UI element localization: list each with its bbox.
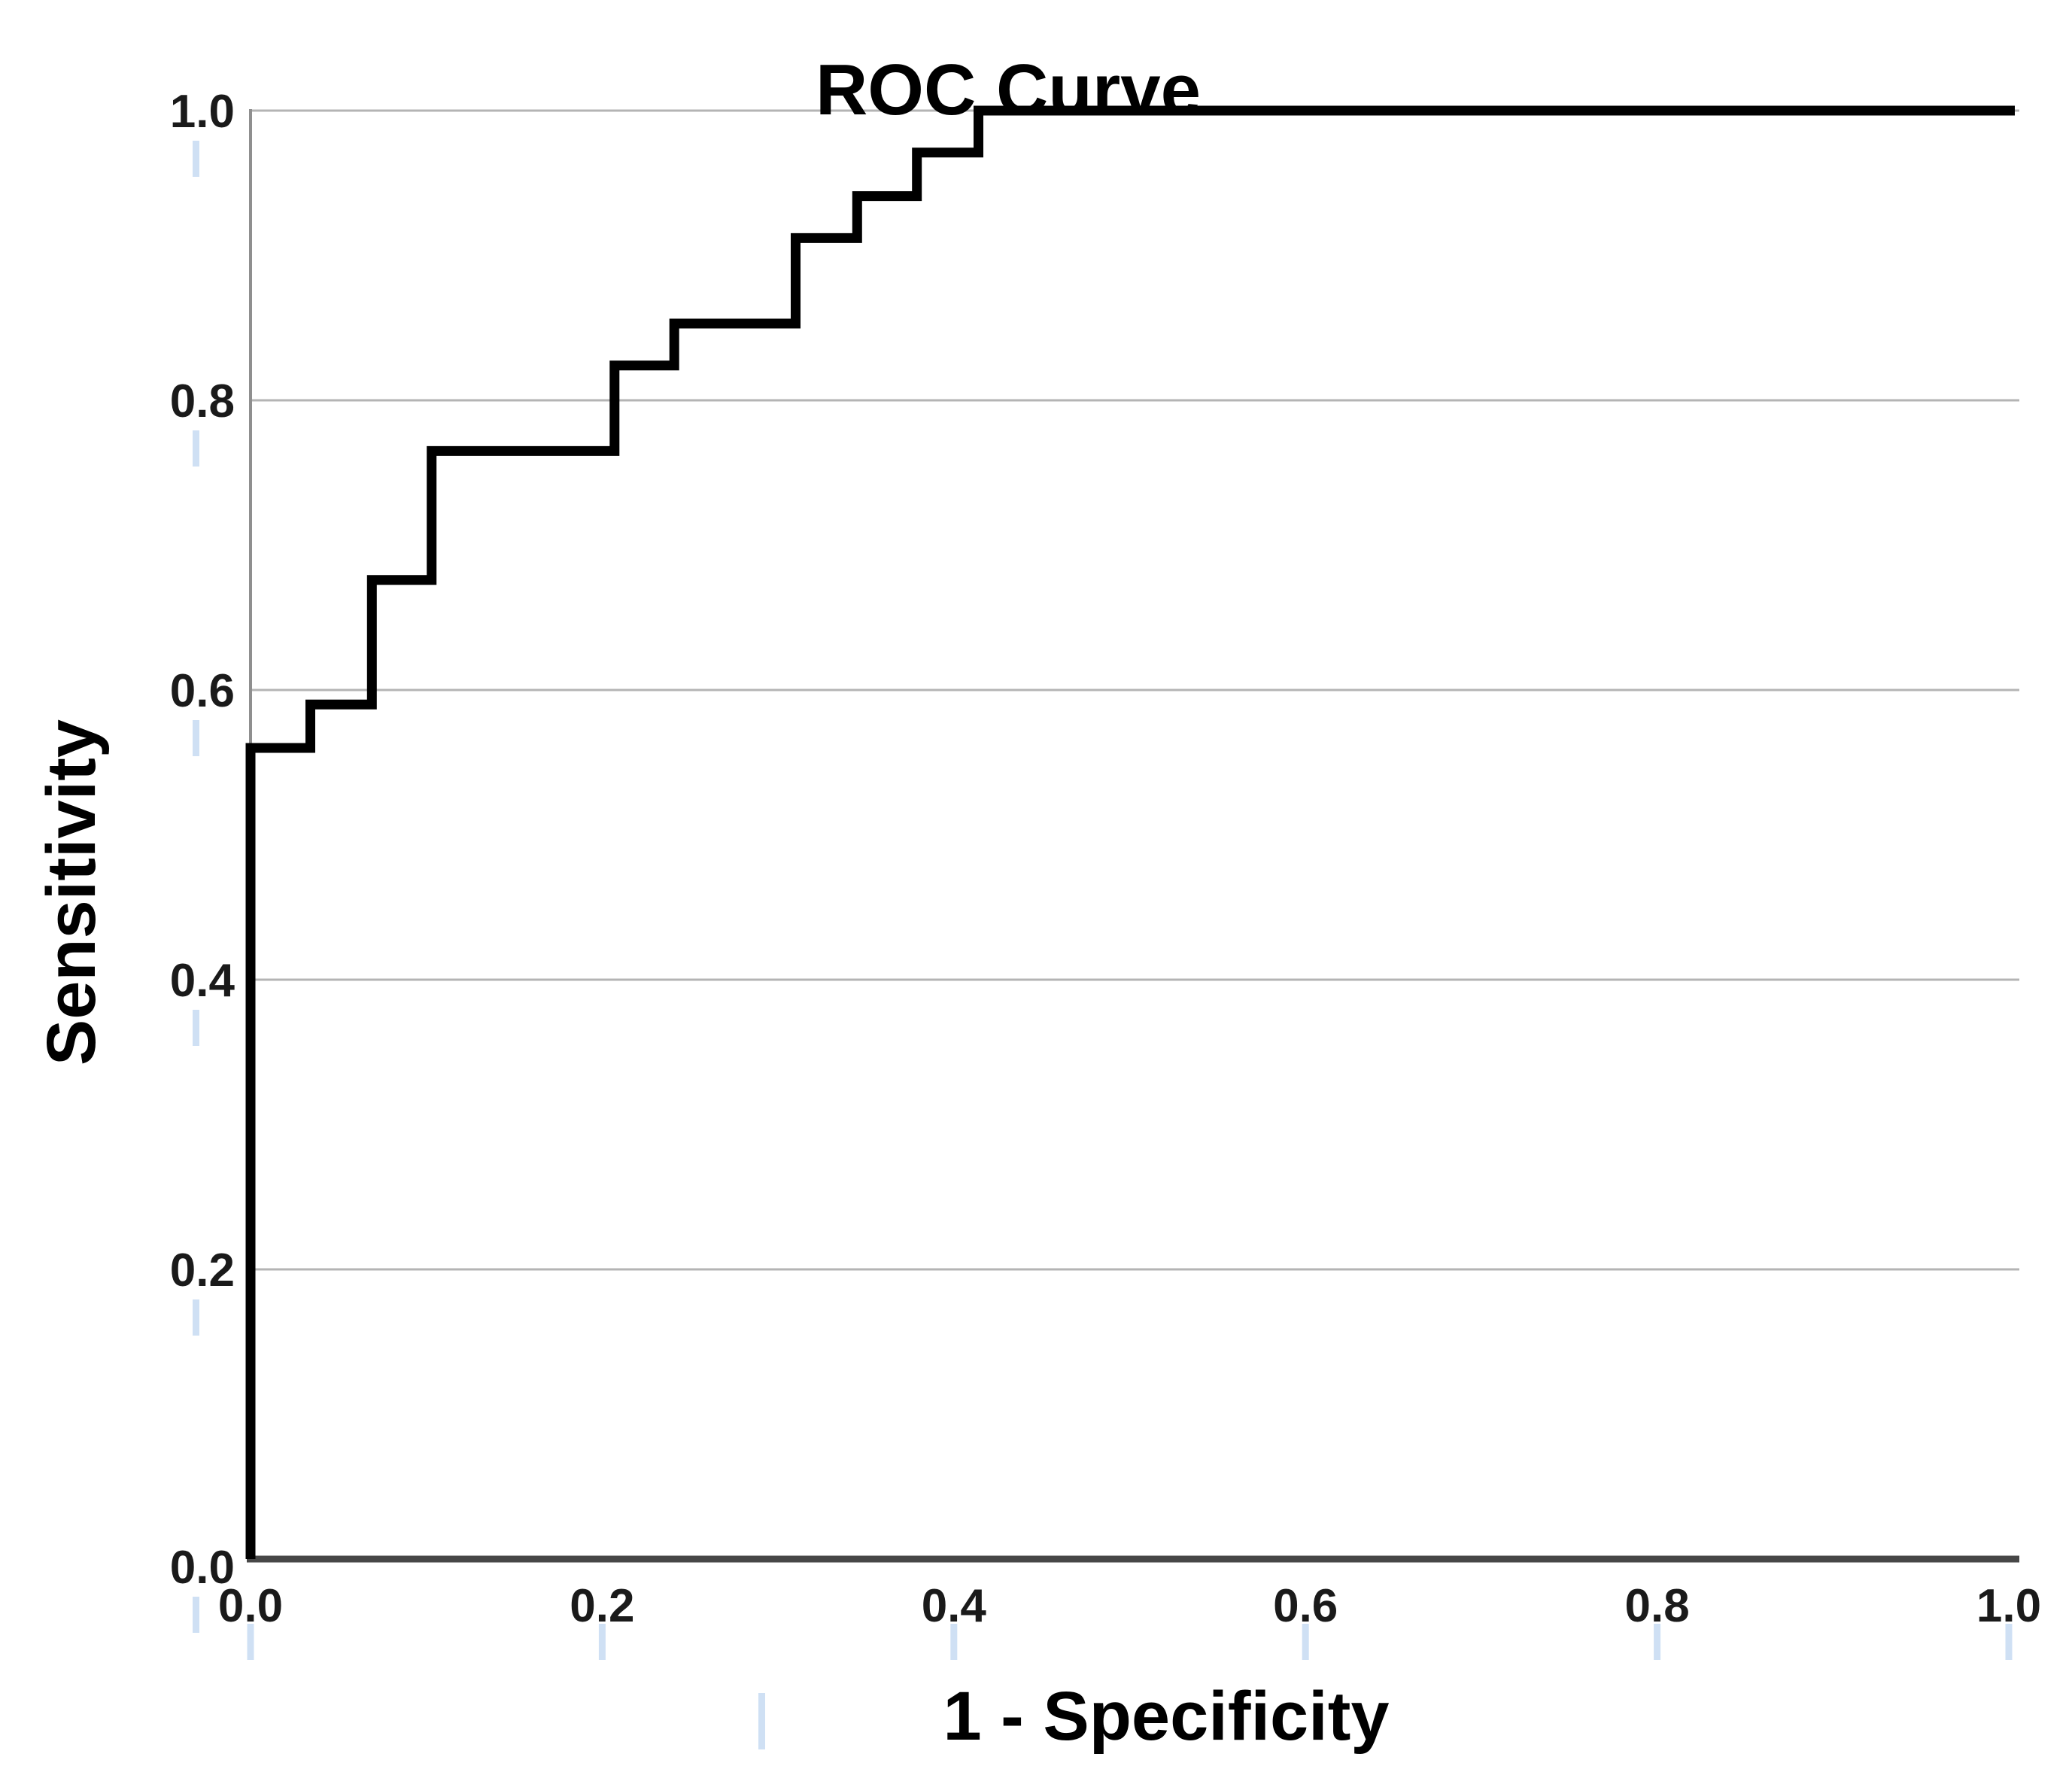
y-tick-label-1.0: 1.0 [170,86,235,138]
x-tick-label-0.2: 0.2 [570,1580,634,1632]
y-tick-label-0.8: 0.8 [170,375,235,427]
x-tick-label-0.4: 0.4 [922,1580,987,1632]
x-tick-labels: 0.0 0.2 0.4 0.6 0.8 1.0 [218,1580,2041,1632]
x-tick-mark-0.0 [247,1624,254,1660]
gridlines [251,109,2019,1271]
roc-curve-line [245,105,2015,1559]
y-tick-label-0.6: 0.6 [170,665,235,717]
x-tick-mark-0.6 [1302,1624,1309,1660]
y-tick-mark-0.8 [193,430,199,467]
y-tick-mark-1.0 [193,141,199,177]
y-tick-label-0.4: 0.4 [170,955,235,1007]
y-tick-labels: 0.0 0.2 0.4 0.6 0.8 1.0 [170,86,235,1594]
y-tick-mark-0.0 [193,1597,199,1633]
x-tick-label-1.0: 1.0 [1976,1580,2041,1632]
x-tick-mark-1.0 [2005,1624,2013,1660]
x-tick-mark-0.4 [950,1624,958,1660]
x-axis-label: 1 - Specificity [943,1678,1389,1755]
y-tick-label-0.2: 0.2 [170,1245,235,1296]
y-tick-mark-0.6 [193,720,199,756]
y-tick-mark-0.2 [193,1299,199,1336]
x-tick-label-0.0: 0.0 [218,1580,283,1632]
tick-marks [193,141,2013,1749]
x-tick-label-0.6: 0.6 [1273,1580,1338,1632]
x-tick-label-0.8: 0.8 [1624,1580,1689,1632]
x-tick-mark-0.8 [1654,1624,1661,1660]
chart-title: ROC Curve [816,50,1201,130]
x-tick-mark-0.2 [598,1624,606,1660]
y-tick-label-0.0: 0.0 [170,1542,235,1594]
y-tick-mark-0.4 [193,1010,199,1046]
stray-tick-mark [758,1693,765,1749]
y-axis-label: Sensitivity [33,719,110,1065]
